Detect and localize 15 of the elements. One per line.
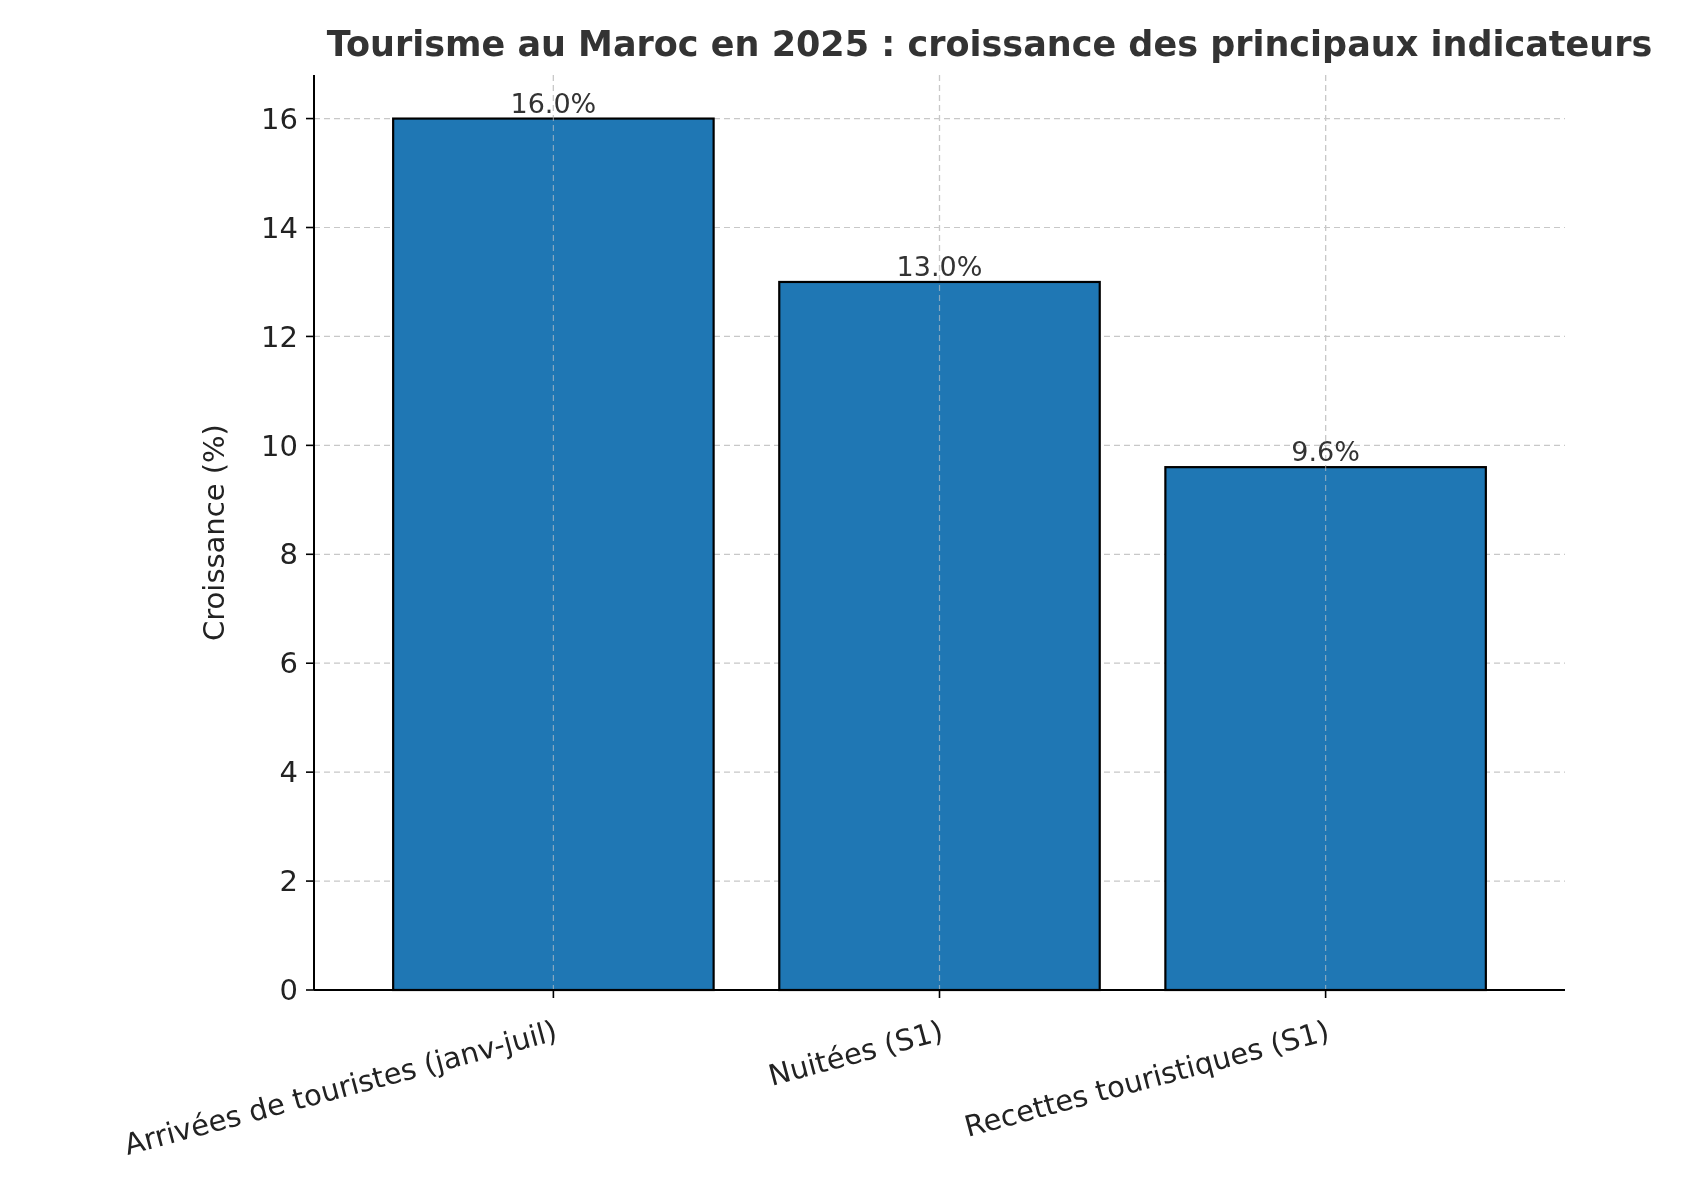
y-tick-label: 8 <box>279 537 298 572</box>
y-tick-label: 6 <box>279 646 298 681</box>
x-tick-label: Nuitées (S1) <box>764 1013 947 1093</box>
y-tick-label: 4 <box>279 755 298 790</box>
data-label: 16.0% <box>510 87 597 119</box>
y-tick-label: 0 <box>279 973 298 1008</box>
data-label: 13.0% <box>896 250 983 282</box>
y-tick-label: 14 <box>261 210 298 245</box>
y-tick-label: 16 <box>261 101 298 136</box>
y-tick-label: 2 <box>279 864 298 899</box>
data-label: 9.6% <box>1291 436 1360 468</box>
chart-title: Tourisme au Maroc en 2025 : croissance des principaux indicateurs <box>326 24 1653 64</box>
y-axis-title: Croissance (%) <box>197 424 231 641</box>
y-tick-label: 10 <box>261 428 298 463</box>
y-tick-label: 12 <box>261 319 298 354</box>
